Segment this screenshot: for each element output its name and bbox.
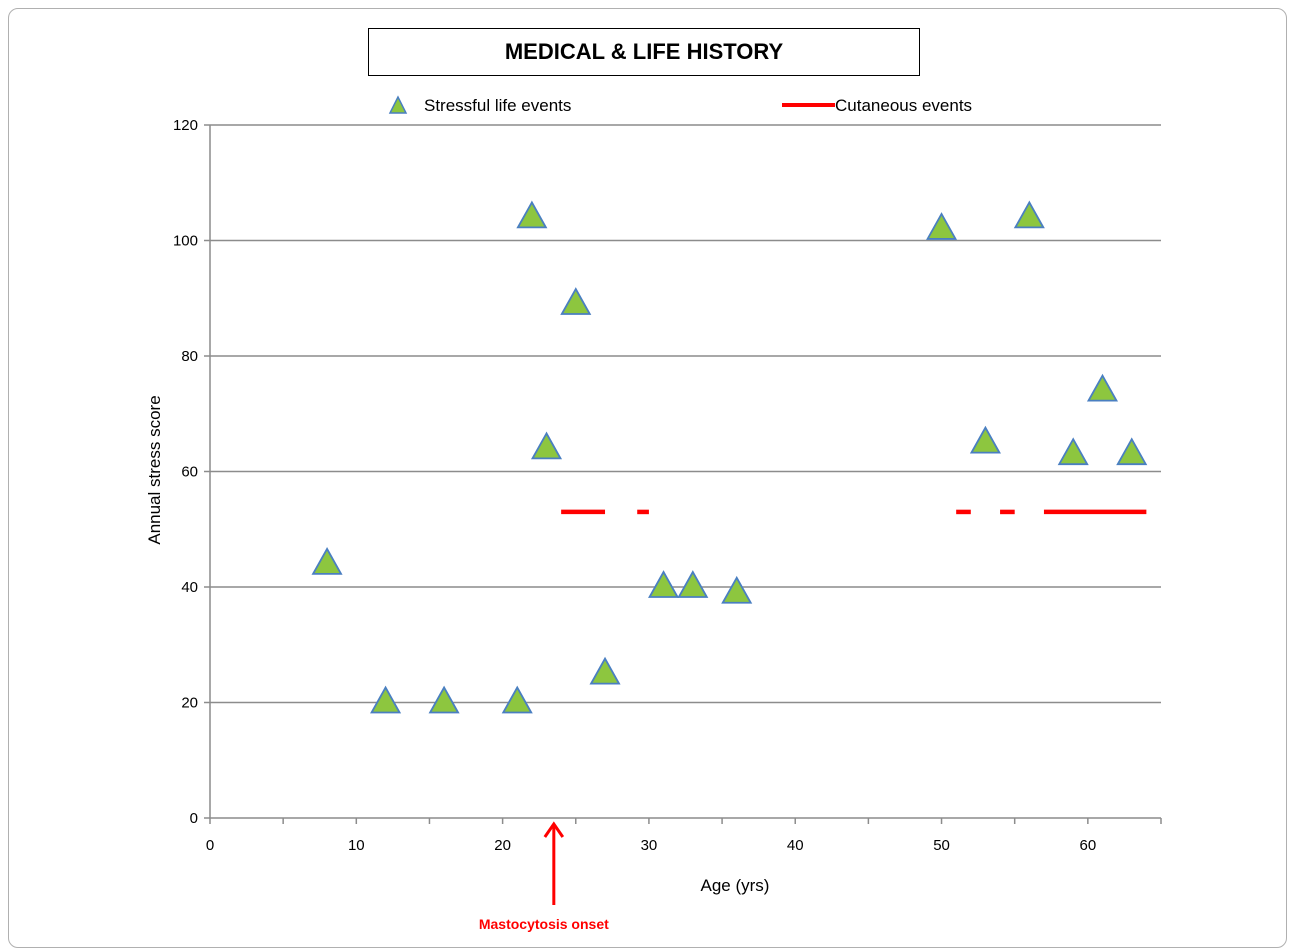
onset-arrow-head bbox=[543, 821, 565, 838]
stressful-life-events-series bbox=[311, 200, 1148, 714]
stress-event-marker bbox=[560, 287, 592, 315]
y-tick-label: 100 bbox=[173, 233, 198, 250]
x-tick-label: 50 bbox=[933, 837, 950, 854]
x-axis-label: Age (yrs) bbox=[701, 876, 770, 895]
y-tick-label: 40 bbox=[181, 579, 198, 596]
chart-title: MEDICAL & LIFE HISTORY bbox=[368, 28, 920, 76]
stress-event-marker bbox=[1013, 200, 1045, 229]
stress-event-marker bbox=[311, 547, 343, 575]
grid-lines bbox=[210, 124, 1161, 704]
stress-event-marker bbox=[969, 425, 1001, 454]
stress-event-marker bbox=[926, 212, 958, 240]
y-tick-label: 0 bbox=[190, 810, 198, 827]
mastocytosis-annotation: Mastocytosis onset bbox=[479, 821, 609, 932]
x-tick-label: 30 bbox=[641, 837, 658, 854]
x-tick-label: 20 bbox=[494, 837, 511, 854]
onset-label: Mastocytosis onset bbox=[479, 916, 609, 932]
stress-event-marker bbox=[648, 570, 680, 598]
legend-triangle-marker bbox=[388, 95, 408, 114]
x-tick-label: 0 bbox=[206, 837, 214, 854]
legend: Stressful life events Cutaneous events bbox=[388, 95, 972, 115]
legend-label-stressful-life-events: Stressful life events bbox=[424, 96, 571, 115]
stress-event-marker bbox=[501, 685, 533, 714]
stress-event-marker bbox=[530, 431, 563, 460]
stress-event-marker bbox=[1086, 373, 1119, 402]
stress-event-marker bbox=[370, 685, 402, 714]
stress-event-marker bbox=[428, 685, 460, 714]
stress-event-marker bbox=[589, 656, 621, 685]
y-tick-label: 80 bbox=[181, 348, 198, 365]
y-axis-label: Annual stress score bbox=[145, 395, 164, 544]
y-axis-ticks: 0 20 40 60 80 100 120 bbox=[173, 117, 210, 827]
stress-event-marker bbox=[677, 570, 709, 598]
y-tick-label: 20 bbox=[181, 695, 198, 712]
x-tick-label: 10 bbox=[348, 837, 365, 854]
stress-event-marker bbox=[1116, 437, 1148, 466]
stress-event-marker bbox=[1057, 437, 1089, 466]
y-tick-label: 120 bbox=[173, 117, 198, 134]
x-tick-label: 60 bbox=[1080, 837, 1097, 854]
stress-event-marker bbox=[516, 200, 548, 229]
x-axis-ticks: 0 10 20 30 40 50 60 bbox=[206, 818, 1162, 854]
legend-label-cutaneous-events: Cutaneous events bbox=[835, 96, 972, 115]
x-tick-label: 40 bbox=[787, 837, 804, 854]
stress-event-marker bbox=[721, 575, 753, 604]
y-tick-label: 60 bbox=[181, 464, 198, 481]
